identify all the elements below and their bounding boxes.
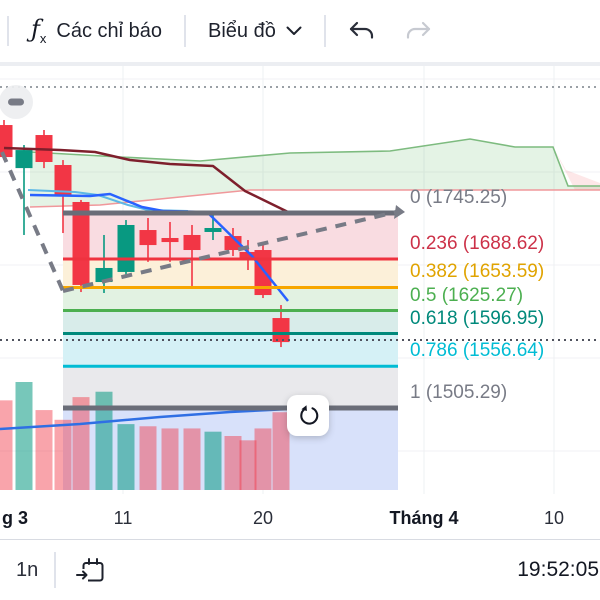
candle-body <box>272 318 290 343</box>
redo-button[interactable] <box>398 0 454 62</box>
dashed-trendline <box>0 151 65 292</box>
fib-band-0.786 <box>63 366 398 408</box>
dashed-trendline <box>62 210 397 293</box>
fib-band-0.5 <box>63 310 398 334</box>
go-to-date-button[interactable] <box>56 554 124 586</box>
reset-chart-button[interactable] <box>287 395 329 436</box>
reset-refresh-icon <box>300 404 319 425</box>
time-tick-11: 11 <box>113 508 133 528</box>
indicators-button[interactable]: ƒx Các chỉ báo <box>9 0 184 62</box>
candle-body <box>183 234 201 251</box>
timeframe-button[interactable]: 1n <box>16 558 39 581</box>
undo-icon <box>349 21 373 39</box>
time-tick-20: 20 <box>252 508 274 528</box>
fib-label-0.236: 0.236 (1688.62) <box>410 233 545 255</box>
ichimoku-cloud-bearish <box>553 147 600 190</box>
fib-label-0.618: 0.618 (1596.95) <box>410 307 545 329</box>
time-axis[interactable]: g 3 11 20 Tháng 4 10 <box>0 494 600 540</box>
candle-body <box>254 250 272 296</box>
time-tick-10: 10 <box>543 508 565 528</box>
volume-bar <box>117 424 135 490</box>
volume-bar <box>95 391 113 490</box>
volume-bar <box>35 410 53 490</box>
volume-bar <box>54 419 72 490</box>
redo-icon <box>406 21 430 39</box>
candle-body <box>117 224 135 272</box>
fib-label-0: 0 (1745.25) <box>410 187 508 208</box>
candle-body <box>72 201 90 285</box>
volume-bar <box>15 382 33 490</box>
bottom-toolbar: 1n 19:52:05 <box>0 540 600 600</box>
volume-bar <box>0 400 13 490</box>
volume-bar <box>204 431 222 490</box>
top-toolbar: ƒx Các chỉ báo Biểu đồ <box>0 0 600 66</box>
trendline-arrowhead <box>394 205 405 219</box>
time-tick-Tháng-4: Tháng 4 <box>389 508 459 528</box>
fib-label-0.786: 0.786 (1556.64) <box>410 340 545 362</box>
fib-band-0.618 <box>63 333 398 367</box>
kijun-line <box>3 146 301 215</box>
clock-time: 19:52:05 <box>517 558 599 581</box>
volume-ma-line <box>0 407 291 431</box>
chart-type-label: Biểu đồ <box>208 19 276 42</box>
candle-body <box>224 236 242 251</box>
main-price-chart[interactable] <box>0 62 600 510</box>
candle-body <box>15 150 33 169</box>
candle-body <box>161 237 179 243</box>
fib-band-0.382 <box>63 287 398 311</box>
candle-body <box>139 230 157 246</box>
volume-bar <box>224 436 242 490</box>
fib-band-0.236 <box>63 259 398 288</box>
toolbar-divider <box>184 15 187 47</box>
volume-bar <box>239 440 257 490</box>
volume-bar <box>72 397 90 490</box>
volume-bar <box>139 426 157 490</box>
drag-handle-pill[interactable] <box>8 98 24 106</box>
volume-bar <box>272 412 290 490</box>
candle-body <box>239 251 257 258</box>
chevron-down-icon <box>286 26 302 35</box>
volume-bar <box>183 428 201 490</box>
candle-body <box>54 165 72 196</box>
volume-bar <box>254 428 272 490</box>
indicators-label: Các chỉ báo <box>56 19 163 42</box>
fx-indicators-icon: ƒx <box>31 15 47 46</box>
candle-body <box>204 227 222 232</box>
chart-type-button[interactable]: Biểu đồ <box>186 0 324 62</box>
calendar-go-to-icon <box>76 558 104 582</box>
volume-bar <box>161 428 179 490</box>
fib-label-0.5: 0.5 (1625.27) <box>410 284 524 306</box>
undo-button[interactable] <box>326 0 398 62</box>
fib-label-0.382: 0.382 (1653.59) <box>410 261 545 283</box>
time-tick-g-3: g 3 <box>2 508 29 528</box>
senkou-a-line <box>29 138 600 187</box>
toolbar-edge-divider <box>7 16 9 46</box>
toolbar-divider <box>323 15 326 47</box>
bottom-toolbar-divider <box>54 552 57 588</box>
fib-label-1: 1 (1505.29) <box>410 382 508 403</box>
